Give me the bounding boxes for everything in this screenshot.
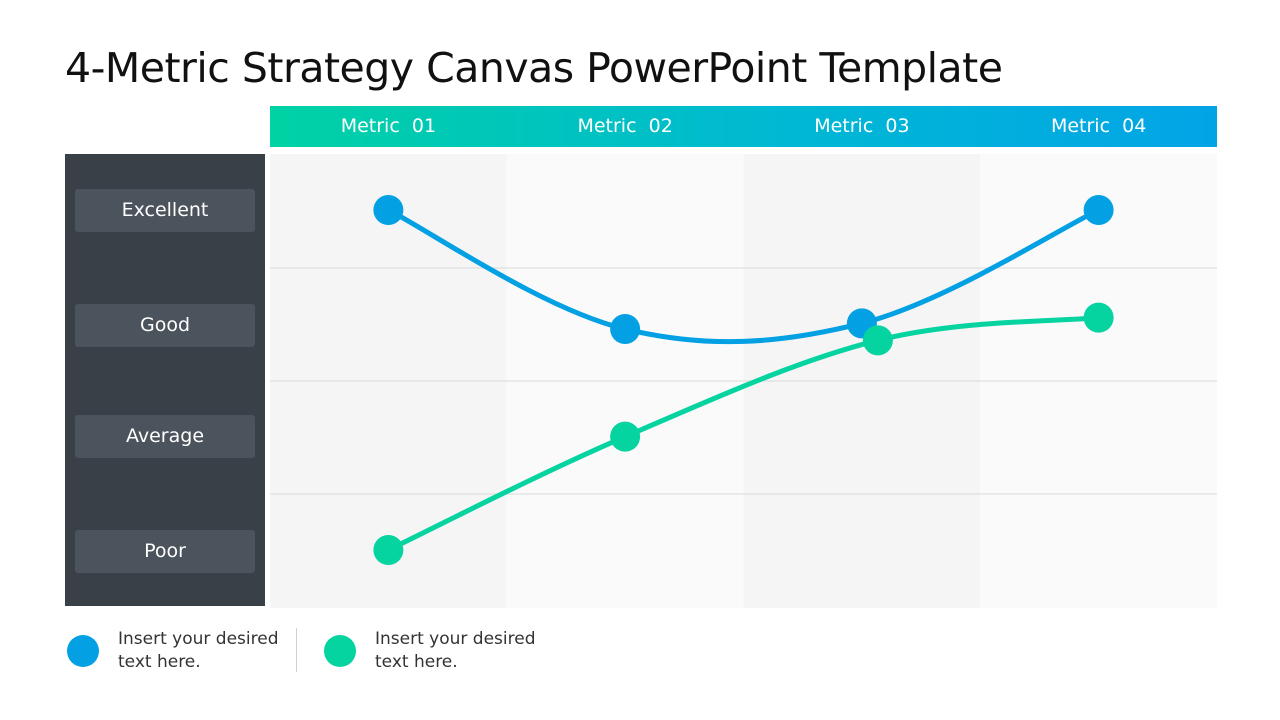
strategy-chart <box>270 154 1217 608</box>
legend-item-1: Insert your desired text here. <box>67 628 293 674</box>
series-1-point-4 <box>1083 195 1114 225</box>
slide-title: 4-Metric Strategy Canvas PowerPoint Temp… <box>65 44 1003 92</box>
level-average: Average <box>75 415 255 458</box>
series-1-point-2 <box>610 314 641 344</box>
metric-label-3: Metric 03 <box>814 115 910 137</box>
legend-divider <box>296 628 297 672</box>
level-good: Good <box>75 304 255 347</box>
legend-item-2: Insert your desired text here. <box>324 628 550 674</box>
legend-marker-green <box>324 635 356 667</box>
series-2-point-3 <box>862 325 893 356</box>
legend-text-2: Insert your desired text here. <box>375 629 536 672</box>
series-2-point-4 <box>1083 302 1114 333</box>
series-1-point-1 <box>373 195 404 225</box>
series-2-point-1 <box>373 535 404 565</box>
metric-header-bar: Metric 01 Metric 02 Metric 03 Metric 04 <box>270 106 1217 147</box>
series-2-point-2 <box>610 421 641 452</box>
legend-marker-blue <box>67 635 99 667</box>
metric-label-2: Metric 02 <box>577 115 673 137</box>
strategy-chart-svg <box>270 154 1217 608</box>
rating-scale-panel: Excellent Good Average Poor <box>65 154 265 606</box>
level-excellent: Excellent <box>75 189 255 232</box>
series-line-2 <box>385 315 1102 553</box>
metric-label-4: Metric 04 <box>1050 115 1147 137</box>
series-line-1 <box>385 207 1102 345</box>
metric-label-1: Metric 01 <box>340 115 437 137</box>
level-poor: Poor <box>75 530 255 573</box>
legend-text-1: Insert your desired text here. <box>118 629 279 672</box>
